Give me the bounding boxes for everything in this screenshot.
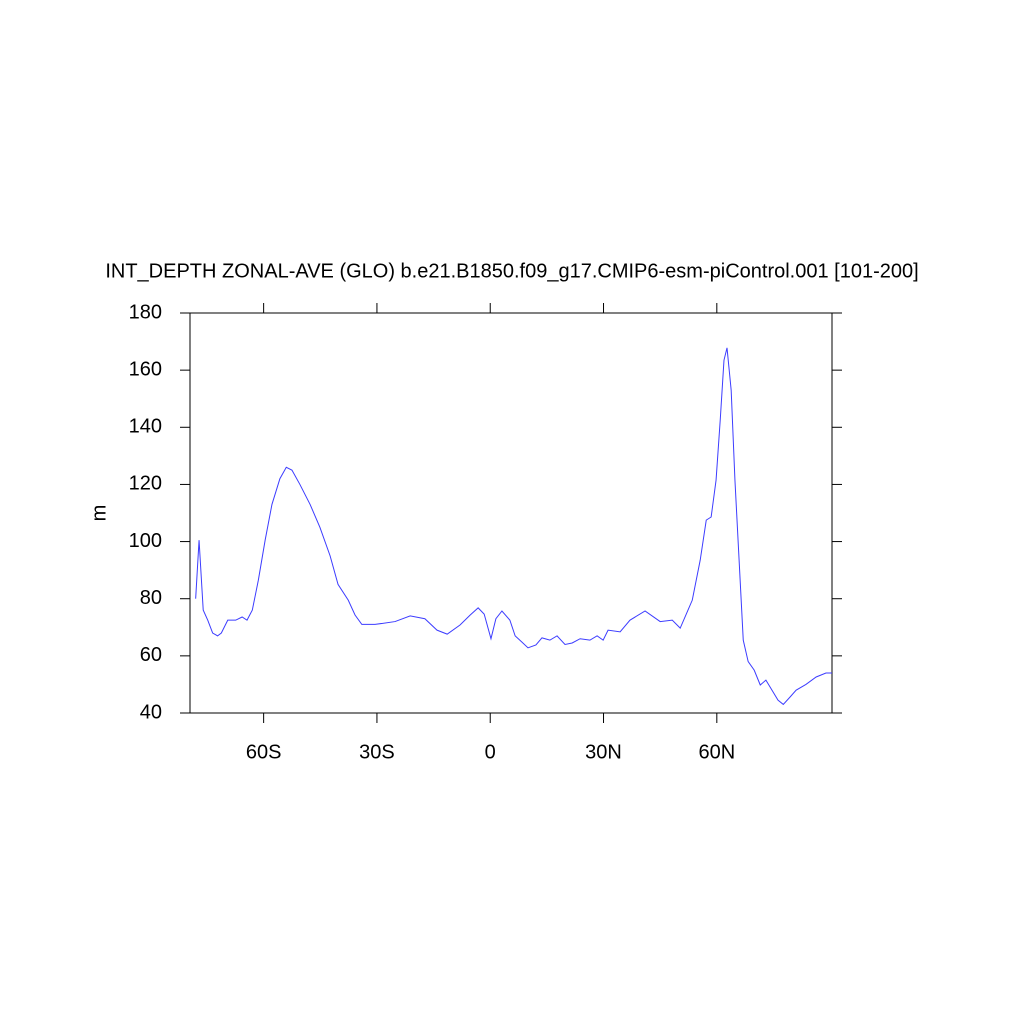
y-tick-label: 180 <box>129 301 162 323</box>
chart-title: INT_DEPTH ZONAL-AVE (GLO) b.e21.B1850.f0… <box>105 260 918 282</box>
x-tick-label: 60S <box>246 741 282 763</box>
y-tick-label: 100 <box>129 530 162 552</box>
y-tick-label: 40 <box>140 701 162 723</box>
y-tick-label: 120 <box>129 473 162 495</box>
x-tick-label: 0 <box>485 741 496 763</box>
plot-frame <box>189 312 833 714</box>
x-tick-label: 30N <box>585 741 622 763</box>
data-line <box>195 347 832 706</box>
x-tick-label: 60N <box>698 741 735 763</box>
y-tick-label: 160 <box>129 358 162 380</box>
y-tick-label: 140 <box>129 416 162 438</box>
y-tick-label: 60 <box>140 644 162 666</box>
y-tick-label: 80 <box>140 587 162 609</box>
x-tick-label: 30S <box>359 741 395 763</box>
y-axis-label: m <box>88 505 110 522</box>
